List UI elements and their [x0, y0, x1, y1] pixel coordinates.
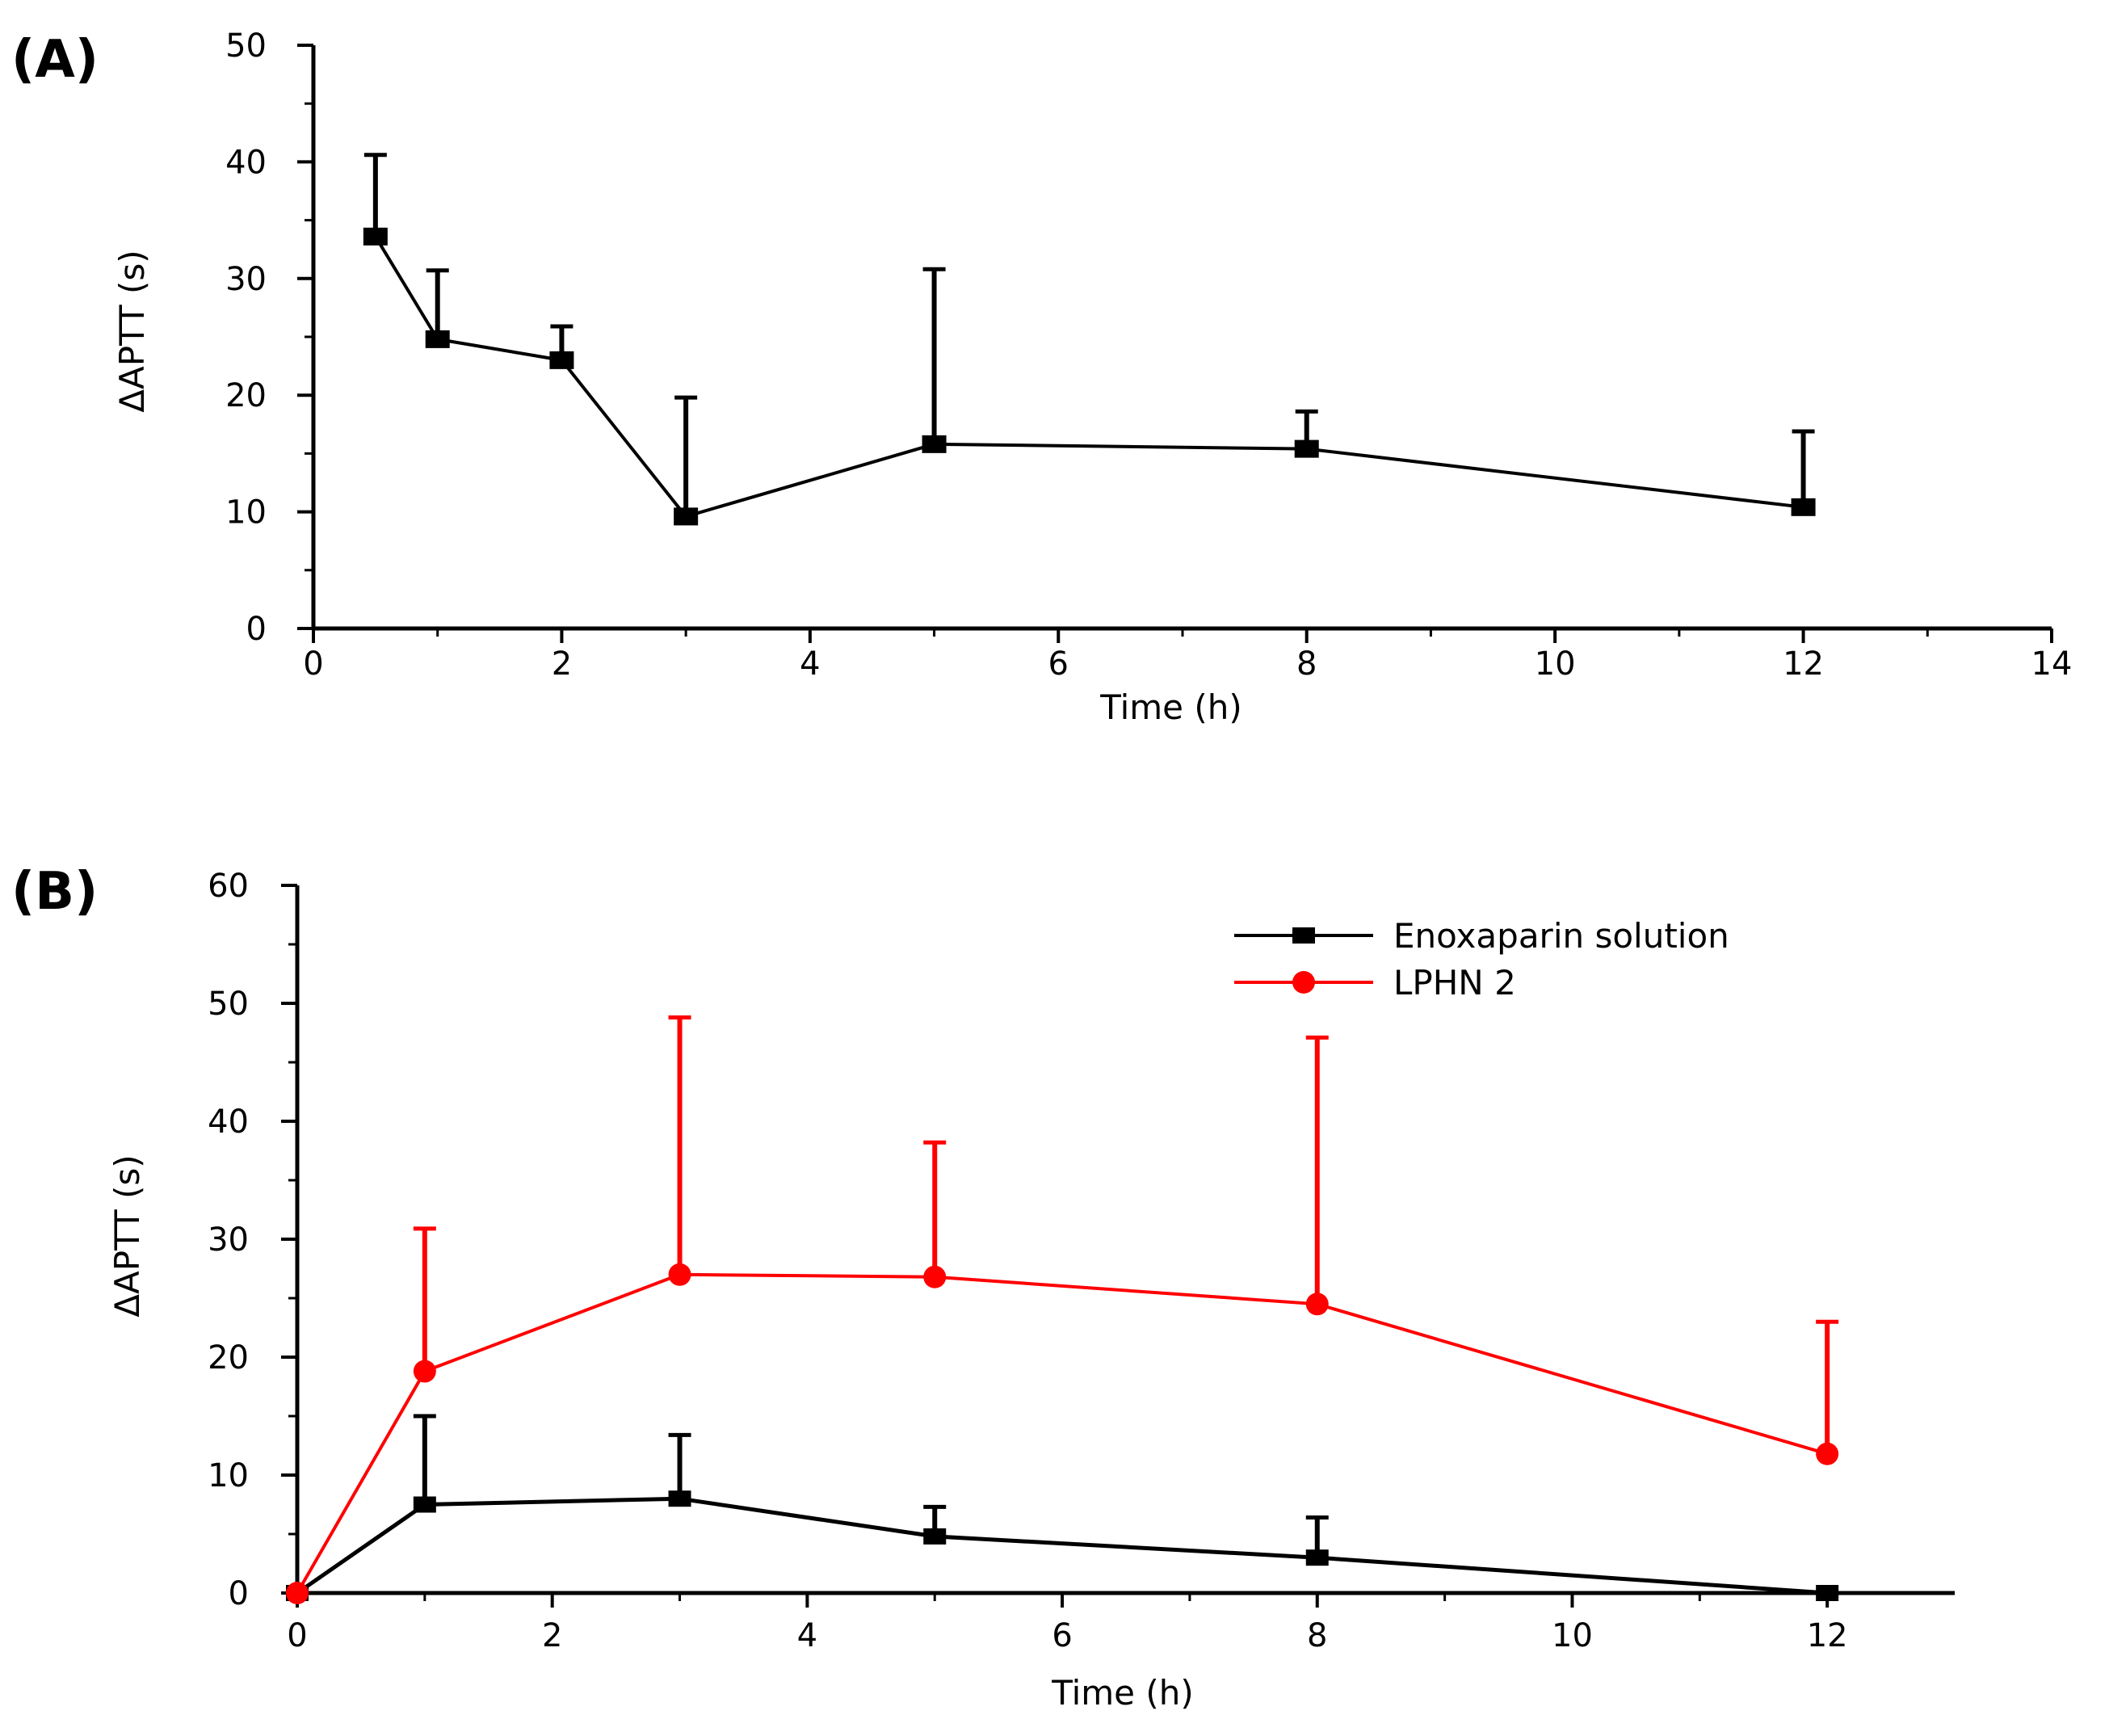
panel-b-y-tick-label: 50 — [208, 986, 249, 1023]
panel-a-x-axis-title: Time (h) — [1099, 687, 1242, 727]
panel-a-y-tick-label: 0 — [246, 611, 267, 648]
panel-a-y-axis-title: ΔAPTT (s) — [112, 250, 152, 412]
panel-b-x-tick-label: 2 — [542, 1617, 562, 1654]
panel-b-y-tick-label: 20 — [208, 1339, 249, 1377]
panel-b-series-0-point — [1816, 1585, 1839, 1601]
panel-b-y-tick-label: 0 — [229, 1575, 249, 1612]
panel-b-series-1-point — [1305, 1293, 1329, 1316]
panel-b-series-1-point — [668, 1263, 691, 1286]
panel-b-y-tick-label: 40 — [208, 1103, 249, 1141]
panel-b-y-axis-title: ΔAPTT (s) — [107, 1154, 147, 1317]
panel-b-label: (B) — [11, 862, 98, 922]
panel-b-x-tick-label: 4 — [797, 1617, 817, 1654]
panel-a-y-tick-label: 10 — [225, 494, 267, 532]
panel-a-x-tick-label: 2 — [552, 645, 572, 683]
panel-b-series-1-point — [413, 1360, 436, 1383]
panel-b-chart: (B) Time (h) ΔAPTT (s) 0 2 4 6 8 10 12 0 10 20 30 4… — [11, 862, 1955, 1713]
panel-a-chart: (A) Time (h) ΔAPTT (s) 0 2 4 6 8 10 12 14 0 10 20 3… — [11, 27, 2072, 727]
panel-b-x-axis-title: Time (h) — [1051, 1673, 1194, 1713]
legend-marker-1 — [1292, 971, 1315, 994]
panel-b-series-0-point — [923, 1528, 947, 1545]
panel-b-series-0-point — [1305, 1549, 1329, 1566]
panel-a-x-tick-label: 4 — [800, 645, 820, 683]
panel-b-x-tick-label: 12 — [1807, 1617, 1848, 1654]
panel-a-y-tick-label: 40 — [225, 144, 267, 181]
panel-b-x-tick-label: 0 — [287, 1617, 307, 1654]
panel-b-x-tick-label: 10 — [1552, 1617, 1593, 1654]
panel-a-x-tick-label: 0 — [303, 645, 323, 683]
legend-marker-0 — [1292, 927, 1315, 944]
panel-a-series-0-point — [1791, 498, 1816, 516]
panel-a-series-0-point — [549, 351, 574, 369]
panel-a-series-0-line — [374, 235, 1804, 519]
panel-b-series-1-point — [1816, 1442, 1839, 1465]
panel-a-y-tick-label: 30 — [225, 261, 267, 298]
panel-b-x-tick-label: 6 — [1052, 1617, 1072, 1654]
panel-a-series-0-point — [922, 435, 947, 453]
legend-label-1: LPHN 2 — [1393, 963, 1516, 1003]
panel-b-y-tick-label: 60 — [208, 868, 249, 905]
panel-a-x-tick-label: 8 — [1296, 645, 1317, 683]
panel-a-y-tick-label: 20 — [225, 377, 267, 414]
panel-a-y-tick-label: 50 — [225, 27, 267, 65]
panel-b-y-tick-label: 30 — [208, 1221, 249, 1259]
panel-a-x-tick-label: 14 — [2031, 645, 2073, 683]
panel-b-series-0-line — [296, 1496, 1828, 1595]
panel-a-series-0-point — [674, 507, 699, 526]
panel-b-series-1-line — [296, 1272, 1828, 1594]
panel-a-x-tick-label: 12 — [1783, 645, 1824, 683]
legend-label-0: Enoxaparin solution — [1393, 916, 1729, 956]
panel-a-label: (A) — [11, 30, 99, 90]
panel-a-x-tick-label: 6 — [1048, 645, 1069, 683]
panel-b-series-0-point — [668, 1490, 691, 1507]
panel-b-series-1-point — [923, 1265, 947, 1288]
panel-b-y-tick-label: 10 — [208, 1457, 249, 1494]
panel-b-x-tick-label: 8 — [1307, 1617, 1327, 1654]
panel-b-series-0-point — [413, 1496, 436, 1513]
panel-a-series-0-point — [363, 227, 388, 246]
panel-a-series-0-point — [425, 330, 450, 348]
panel-a-x-tick-label: 10 — [1535, 645, 1576, 683]
panel-a-series-0-point — [1294, 439, 1319, 458]
panel-b-series-1-point — [286, 1582, 309, 1604]
